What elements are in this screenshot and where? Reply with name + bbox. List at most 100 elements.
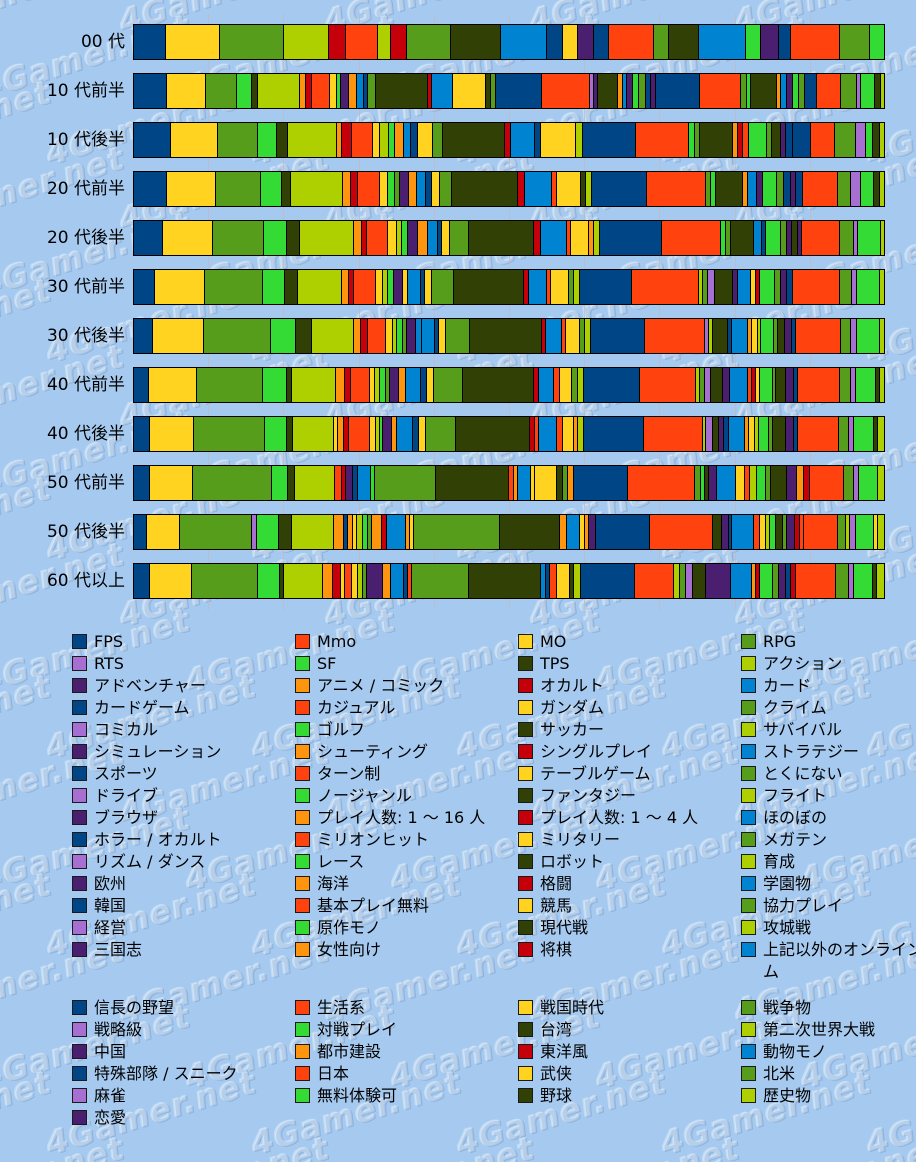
bar-segment — [584, 368, 641, 402]
bar-segment — [797, 466, 805, 500]
legend-item: 韓国 — [72, 895, 295, 917]
legend-swatch-icon — [741, 942, 756, 957]
legend-swatch-icon — [518, 854, 533, 869]
legend-item: サバイバル — [741, 719, 916, 741]
legend-swatch-icon — [741, 810, 756, 825]
bar-segment — [451, 25, 501, 59]
bar-segment — [877, 466, 884, 500]
bar-segment — [286, 221, 300, 255]
bar-segment — [594, 221, 600, 255]
bar-segment — [504, 123, 512, 157]
bar-segment — [518, 172, 525, 206]
bar-segment — [374, 368, 381, 402]
bar-segment — [752, 319, 758, 353]
stacked-bar — [133, 24, 885, 60]
bar-segment — [194, 417, 265, 451]
bar-segment — [341, 564, 346, 598]
legend-label: カード — [763, 676, 812, 695]
bar-segment — [305, 74, 313, 108]
bar-segment — [708, 466, 718, 500]
stacked-bar — [133, 465, 885, 501]
bar-segment — [385, 368, 390, 402]
legend-label: 台湾 — [540, 1020, 573, 1039]
bar-segment — [470, 319, 542, 353]
bar-segment — [787, 466, 798, 500]
bar-segment — [545, 319, 562, 353]
bar-segment — [264, 221, 287, 255]
legend-item: 野球 — [518, 1085, 741, 1107]
bar-segment — [792, 74, 800, 108]
bar-segment — [627, 74, 633, 108]
bar-segment — [287, 417, 293, 451]
bar-segment — [408, 172, 417, 206]
bar-segment — [840, 74, 858, 108]
bar-segment — [391, 564, 404, 598]
bar-segment — [699, 270, 703, 304]
bar-segment — [541, 221, 567, 255]
legend-label: ゴルフ — [317, 720, 366, 739]
bar-segment — [540, 564, 547, 598]
bar-segment — [134, 564, 150, 598]
bar-segment — [772, 123, 781, 157]
bar-segment — [396, 221, 403, 255]
bar-segment — [357, 515, 363, 549]
legend-swatch-icon — [518, 788, 533, 803]
legend-label: カードゲーム — [94, 698, 190, 717]
legend-label: とくにない — [763, 764, 843, 783]
legend-item: Mmo — [295, 631, 518, 653]
legend-label: MO — [540, 632, 567, 651]
bar-segment — [713, 515, 722, 549]
legend-item: カード — [741, 675, 916, 697]
bar-segment — [699, 74, 742, 108]
bar-segment — [508, 466, 515, 500]
legend-swatch-icon — [518, 1066, 533, 1081]
bar-segment — [134, 74, 167, 108]
legend-swatch-icon — [741, 634, 756, 649]
bar-segment — [165, 25, 221, 59]
bar-segment — [772, 368, 777, 402]
bar-segment — [796, 319, 842, 353]
legend-item: MO — [518, 631, 741, 653]
bar-segment — [285, 270, 298, 304]
bar-segment — [775, 515, 783, 549]
bar-segment — [875, 368, 880, 402]
legend-item: オカルト — [518, 675, 741, 697]
stacked-bar — [133, 73, 885, 109]
bar-segment — [732, 515, 755, 549]
legend-item: プレイ人数: 1 ～ 16 人 — [295, 807, 518, 829]
bar-segment — [368, 515, 373, 549]
gridline — [358, 14, 360, 610]
bar-segment — [411, 564, 469, 598]
legend-item: 攻城戦 — [741, 917, 916, 939]
row-label: 00 代 — [80, 31, 125, 52]
bar-segment — [134, 172, 167, 206]
bar-segment — [792, 319, 796, 353]
legend-label: プレイ人数: 1 ～ 4 人 — [540, 808, 699, 827]
bar-segment — [573, 564, 581, 598]
bar-segment — [731, 221, 754, 255]
bar-segment — [387, 515, 406, 549]
legend-label: RPG — [763, 632, 797, 651]
legend-swatch-icon — [295, 656, 310, 671]
bar-segment — [756, 564, 761, 598]
legend-item: 特殊部隊 / スニーク — [72, 1063, 295, 1085]
legend-item: RPG — [741, 631, 916, 653]
legend-column: Mmo SF アニメ / コミック カジュアル ゴルフ シューティング ターン制 ノージャンル… — [295, 631, 518, 961]
bar-segment — [580, 564, 635, 598]
bar-segment — [404, 123, 411, 157]
chart-row: 60 代以上 — [0, 563, 916, 599]
bar-segment — [407, 221, 419, 255]
bar-segment — [391, 25, 407, 59]
bar-segment — [586, 172, 592, 206]
bar-segment — [804, 466, 810, 500]
bar-segment — [534, 221, 542, 255]
bar-segment — [323, 564, 333, 598]
bar-segment — [804, 74, 817, 108]
bar-segment — [291, 515, 335, 549]
bar-segment — [766, 515, 771, 549]
stacked-bar — [133, 514, 885, 550]
legend-swatch-icon — [518, 656, 533, 671]
legend-label: コミカル — [94, 720, 159, 739]
bar-segment — [766, 221, 782, 255]
bar-segment — [702, 417, 707, 451]
